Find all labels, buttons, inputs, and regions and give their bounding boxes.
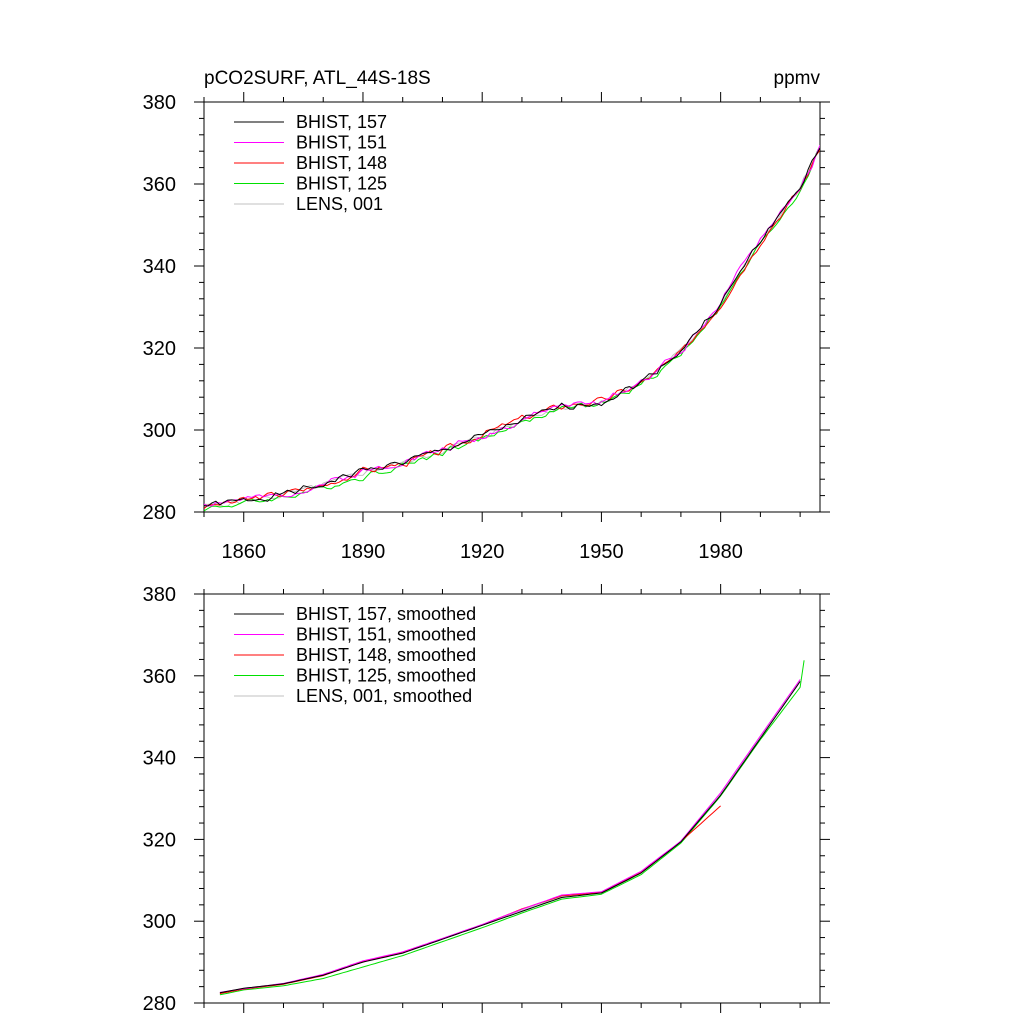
legend-label: BHIST, 157: [296, 112, 387, 132]
x-tick-label: 1950: [579, 541, 624, 563]
x-tick-label: 1860: [221, 541, 266, 563]
legend-label: BHIST, 148: [296, 153, 387, 173]
y-tick-label: 320: [143, 829, 176, 851]
y-tick-label: 280: [143, 502, 176, 524]
plot-frame: [203, 101, 821, 513]
top-panel: 280 300 320 340 360 380 1860 1890 1920 1950 1980 pC…: [143, 68, 830, 563]
units-label: ppmv: [774, 68, 821, 89]
legend-label: BHIST, 151, smoothed: [296, 625, 476, 645]
y-tick-label: 300: [143, 911, 176, 933]
chart-title: pCO2SURF, ATL_44S-18S: [204, 68, 431, 89]
legend-label: LENS, 001: [296, 194, 383, 214]
series-line-3: [219, 805, 721, 995]
y-tick-label: 360: [143, 174, 176, 196]
y-tick-label: 340: [143, 748, 176, 770]
x-tick-label: 1890: [341, 541, 386, 563]
y-tick-label: 280: [143, 993, 176, 1015]
x-tick-label: 1980: [698, 541, 743, 563]
series-line-5: [219, 680, 801, 994]
series-line-1: [219, 681, 801, 994]
legend-label: BHIST, 125: [296, 174, 387, 194]
legend-label: BHIST, 125, smoothed: [296, 666, 476, 686]
series-line-3: [204, 149, 820, 509]
y-tick-label: 380: [143, 584, 176, 606]
y-tick-label: 380: [143, 92, 176, 114]
legend-label: LENS, 001, smoothed: [296, 686, 472, 706]
series-line-2: [219, 679, 801, 993]
y-tick-label: 300: [143, 420, 176, 442]
y-tick-label: 320: [143, 338, 176, 360]
y-tick-label: 360: [143, 666, 176, 688]
legend-label: BHIST, 151: [296, 133, 387, 153]
y-tick-label: 340: [143, 256, 176, 278]
legend-label: BHIST, 148, smoothed: [296, 645, 476, 665]
x-tick-label: 1920: [460, 541, 505, 563]
plot-frame: [203, 593, 821, 1004]
series-line-1: [204, 147, 820, 507]
legend-label: BHIST, 157, smoothed: [296, 604, 476, 624]
series-line-2: [204, 145, 820, 507]
series-line-4: [219, 660, 805, 996]
